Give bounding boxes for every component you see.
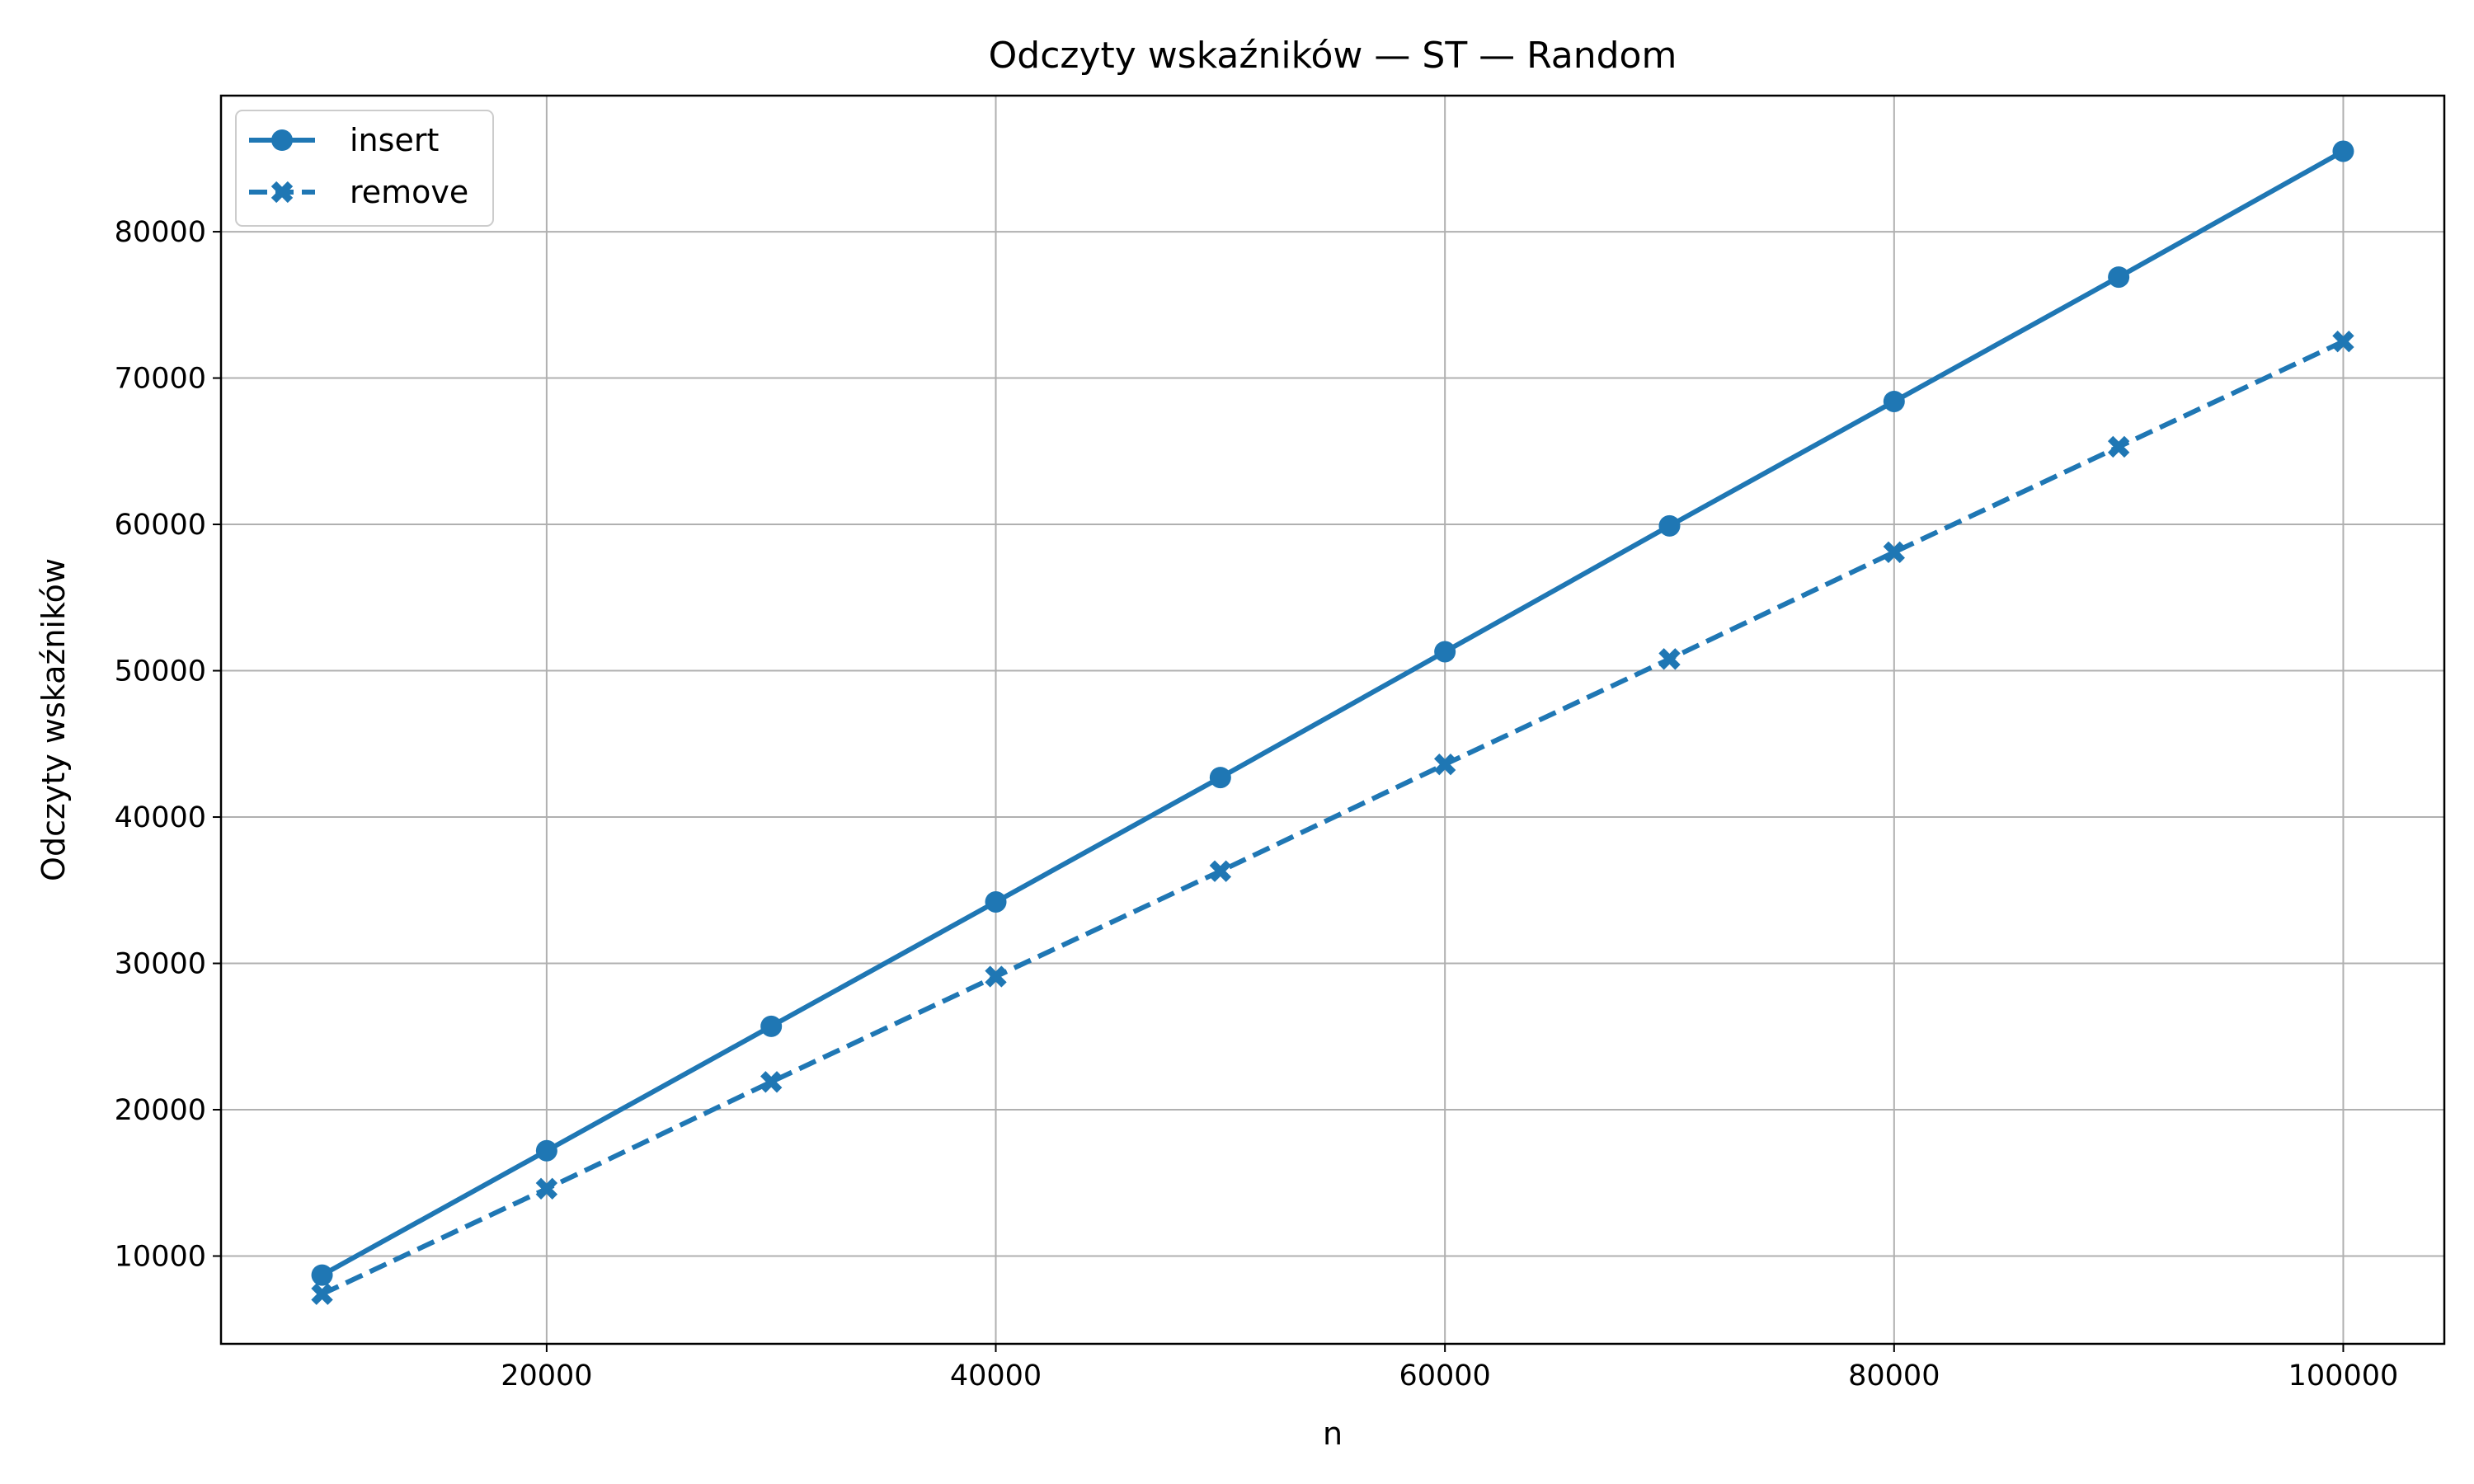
y-tick-label: 40000 <box>115 801 206 834</box>
legend-item-remove: remove <box>249 174 468 210</box>
data-point-insert <box>1658 514 1681 537</box>
data-point-remove <box>985 965 1007 988</box>
gridlines <box>221 96 2444 1344</box>
series-line-insert <box>321 148 2345 1278</box>
legend-marker-remove <box>270 181 294 204</box>
y-tick-label: 60000 <box>115 509 206 542</box>
data-point-insert <box>311 1264 333 1286</box>
data-point-remove <box>2332 331 2354 353</box>
legend-label-insert: insert <box>350 122 439 158</box>
x-tick-label: 80000 <box>1848 1360 1940 1392</box>
data-point-insert <box>1883 390 1905 412</box>
chart-title: Odczyty wskaźników — ST — Random <box>989 35 1677 77</box>
data-point-insert <box>1209 767 1231 789</box>
data-point-insert <box>1434 641 1456 663</box>
legend-item-insert: insert <box>249 122 439 158</box>
legend-marker-insert <box>271 129 293 151</box>
series-remove <box>311 331 2354 1305</box>
series-insert <box>311 140 2354 1286</box>
series-line-remove <box>321 339 2345 1297</box>
x-tick-label: 60000 <box>1399 1360 1490 1392</box>
axis-ticks: 20000 40000 60000 80000 100000 10000 20000 3000… <box>115 216 2399 1392</box>
data-point-remove <box>1209 860 1232 882</box>
data-point-remove <box>1883 541 1905 563</box>
y-tick-label: 50000 <box>115 655 206 688</box>
data-point-remove <box>311 1283 333 1305</box>
data-point-insert <box>760 1015 783 1037</box>
x-tick-label: 100000 <box>2288 1360 2399 1392</box>
legend: insert remove <box>235 110 494 227</box>
data-point-remove <box>760 1071 783 1093</box>
y-tick-label: 80000 <box>115 216 206 249</box>
data-point-insert <box>535 1139 557 1162</box>
x-tick-label: 20000 <box>501 1360 592 1392</box>
y-axis-label: Odczyty wskaźników <box>35 558 72 881</box>
data-point-insert <box>985 890 1007 913</box>
y-tick-label: 20000 <box>115 1094 206 1127</box>
plot-frame <box>219 94 2446 1345</box>
x-tick-label: 40000 <box>950 1360 1042 1392</box>
data-point-insert <box>2332 140 2354 162</box>
data-point-remove <box>1658 648 1681 670</box>
y-tick-label: 30000 <box>115 948 206 981</box>
y-tick-label: 70000 <box>115 363 206 396</box>
y-tick-label: 10000 <box>115 1241 206 1274</box>
x-axis-label: n <box>1323 1416 1343 1452</box>
legend-label-remove: remove <box>350 174 468 210</box>
data-point-remove <box>2107 435 2130 458</box>
data-point-remove <box>1433 753 1456 776</box>
data-point-insert <box>2108 266 2130 289</box>
data-point-remove <box>535 1177 558 1200</box>
series-group <box>311 140 2354 1305</box>
